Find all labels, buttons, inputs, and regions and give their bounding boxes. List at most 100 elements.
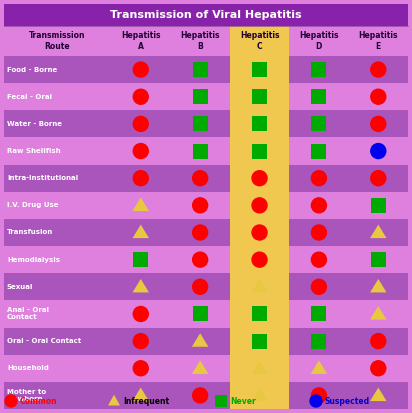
Text: Hepatitis
E: Hepatitis E xyxy=(358,31,398,51)
Circle shape xyxy=(133,89,148,104)
Polygon shape xyxy=(370,279,386,292)
FancyBboxPatch shape xyxy=(311,144,326,159)
Text: Oral - Oral Contact: Oral - Oral Contact xyxy=(7,338,81,344)
FancyBboxPatch shape xyxy=(4,26,408,56)
FancyBboxPatch shape xyxy=(4,138,408,165)
Circle shape xyxy=(133,144,148,159)
FancyBboxPatch shape xyxy=(4,192,408,219)
Circle shape xyxy=(311,225,326,240)
Circle shape xyxy=(252,225,267,240)
Polygon shape xyxy=(251,387,268,401)
Circle shape xyxy=(133,361,148,376)
Circle shape xyxy=(311,279,326,294)
FancyBboxPatch shape xyxy=(230,192,289,219)
FancyBboxPatch shape xyxy=(311,116,326,131)
Polygon shape xyxy=(133,387,149,401)
FancyBboxPatch shape xyxy=(4,110,408,138)
Circle shape xyxy=(193,171,208,186)
Polygon shape xyxy=(192,361,208,374)
FancyBboxPatch shape xyxy=(252,144,267,159)
FancyBboxPatch shape xyxy=(193,306,208,321)
Text: Suspected: Suspected xyxy=(325,396,370,406)
FancyBboxPatch shape xyxy=(230,382,289,409)
Text: I.V. Drug Use: I.V. Drug Use xyxy=(7,202,59,208)
FancyBboxPatch shape xyxy=(4,4,408,26)
FancyBboxPatch shape xyxy=(230,300,289,328)
Text: Intra-Institutional: Intra-Institutional xyxy=(7,175,78,181)
Circle shape xyxy=(133,334,148,349)
Polygon shape xyxy=(370,225,386,238)
Text: Transmission
Route: Transmission Route xyxy=(29,31,86,51)
Circle shape xyxy=(310,395,322,407)
FancyBboxPatch shape xyxy=(4,273,408,300)
Polygon shape xyxy=(133,197,149,211)
FancyBboxPatch shape xyxy=(230,246,289,273)
Circle shape xyxy=(193,279,208,294)
FancyBboxPatch shape xyxy=(4,165,408,192)
Text: Mother to
Newborn: Mother to Newborn xyxy=(7,389,46,402)
FancyBboxPatch shape xyxy=(311,89,326,104)
Text: Household: Household xyxy=(7,365,49,371)
FancyBboxPatch shape xyxy=(193,116,208,131)
FancyBboxPatch shape xyxy=(252,334,267,349)
Text: Common: Common xyxy=(20,396,58,406)
Circle shape xyxy=(5,395,17,407)
FancyBboxPatch shape xyxy=(4,83,408,110)
Circle shape xyxy=(133,62,148,77)
Text: Hemodialysis: Hemodialysis xyxy=(7,256,60,263)
Polygon shape xyxy=(251,361,268,374)
FancyBboxPatch shape xyxy=(252,89,267,104)
Circle shape xyxy=(371,62,386,77)
FancyBboxPatch shape xyxy=(4,382,408,409)
Text: Infrequent: Infrequent xyxy=(123,396,169,406)
FancyBboxPatch shape xyxy=(230,110,289,138)
Circle shape xyxy=(193,388,208,403)
FancyBboxPatch shape xyxy=(371,252,386,267)
Text: Water - Borne: Water - Borne xyxy=(7,121,62,127)
Polygon shape xyxy=(370,306,386,320)
FancyBboxPatch shape xyxy=(230,56,289,83)
Circle shape xyxy=(371,144,386,159)
FancyBboxPatch shape xyxy=(4,355,408,382)
FancyBboxPatch shape xyxy=(215,395,227,407)
Polygon shape xyxy=(133,279,149,292)
Polygon shape xyxy=(192,333,208,347)
Text: Anal - Oral
Contact: Anal - Oral Contact xyxy=(7,307,49,320)
FancyBboxPatch shape xyxy=(252,116,267,131)
Text: Food - Borne: Food - Borne xyxy=(7,66,57,73)
Text: Transfusion: Transfusion xyxy=(7,230,53,235)
FancyBboxPatch shape xyxy=(4,300,408,328)
Circle shape xyxy=(371,334,386,349)
FancyBboxPatch shape xyxy=(252,62,267,77)
Polygon shape xyxy=(370,387,386,401)
FancyBboxPatch shape xyxy=(230,4,289,391)
Text: Hepatitis
C: Hepatitis C xyxy=(240,31,279,51)
FancyBboxPatch shape xyxy=(311,306,326,321)
Polygon shape xyxy=(133,225,149,238)
FancyBboxPatch shape xyxy=(230,138,289,165)
Circle shape xyxy=(371,89,386,104)
Circle shape xyxy=(311,171,326,186)
Circle shape xyxy=(252,198,267,213)
Circle shape xyxy=(133,116,148,131)
Circle shape xyxy=(371,171,386,186)
Circle shape xyxy=(311,198,326,213)
FancyBboxPatch shape xyxy=(252,306,267,321)
FancyBboxPatch shape xyxy=(4,328,408,355)
Text: Transmission of Viral Hepatitis: Transmission of Viral Hepatitis xyxy=(110,9,302,19)
FancyBboxPatch shape xyxy=(230,355,289,382)
FancyBboxPatch shape xyxy=(311,334,326,349)
FancyBboxPatch shape xyxy=(230,219,289,246)
FancyBboxPatch shape xyxy=(193,144,208,159)
Text: Hepatitis
D: Hepatitis D xyxy=(299,31,339,51)
FancyBboxPatch shape xyxy=(230,83,289,110)
FancyBboxPatch shape xyxy=(133,252,148,267)
FancyBboxPatch shape xyxy=(4,219,408,246)
Circle shape xyxy=(193,225,208,240)
Text: Hepatitis
B: Hepatitis B xyxy=(180,31,220,51)
FancyBboxPatch shape xyxy=(311,62,326,77)
FancyBboxPatch shape xyxy=(371,198,386,213)
Text: Hepatitis
A: Hepatitis A xyxy=(121,31,161,51)
FancyBboxPatch shape xyxy=(230,328,289,355)
Text: Raw Shellfish: Raw Shellfish xyxy=(7,148,61,154)
